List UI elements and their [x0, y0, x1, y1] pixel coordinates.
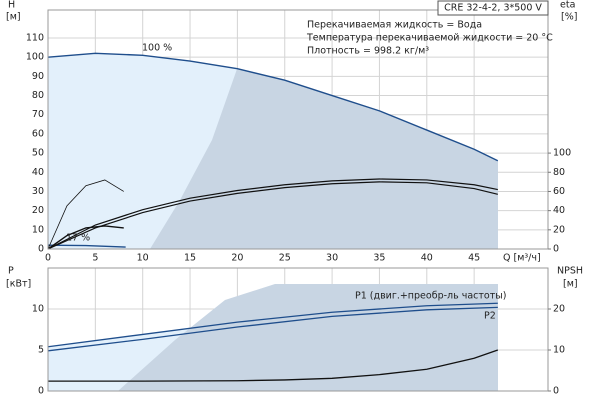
y-tick-label: 50 — [32, 148, 44, 159]
curve — [47, 179, 124, 250]
y2-tick-label: 40 — [553, 205, 565, 216]
y2-tick-label: 0 — [553, 244, 559, 255]
x-tick-label: 15 — [184, 253, 196, 264]
curve — [47, 181, 498, 250]
note: Температура перекачиваемой жидкости = 20… — [306, 33, 553, 44]
y-tick-label: 70 — [32, 109, 44, 120]
x-tick-label: 10 — [137, 253, 149, 264]
y-tick-label: 0 — [38, 386, 44, 397]
y-tick-label: 0 — [38, 244, 44, 255]
curve — [47, 52, 499, 162]
x-axis-label: Q [м³/ч] — [503, 253, 541, 264]
x-tick-label: 45 — [468, 253, 480, 264]
curve — [47, 178, 498, 250]
note: Перекачиваемая жидкость = Вода — [307, 20, 482, 31]
curve-label: 17 % — [66, 233, 90, 244]
curve — [47, 225, 124, 250]
x-tick-label: 30 — [326, 253, 338, 264]
curve — [47, 244, 126, 248]
y-tick-label: 5 — [38, 345, 44, 356]
curve-label: 100 % — [142, 43, 172, 54]
y-tick-label: 80 — [32, 90, 44, 101]
x-tick-label: 20 — [231, 253, 243, 264]
curve-label: P2 — [484, 311, 496, 322]
pump-label: CRE 32-4-2, 3*500 V — [444, 3, 542, 14]
x-tick-label: 40 — [421, 253, 433, 264]
x-tick-label: 25 — [279, 253, 291, 264]
y2-axis-label: NPSH — [557, 266, 583, 277]
y2-axis-unit: [м] — [563, 279, 578, 290]
curve — [47, 306, 498, 352]
y-axis-label: P — [8, 266, 14, 277]
y2-tick-label: 20 — [553, 304, 565, 315]
y2-tick-label: 10 — [553, 345, 565, 356]
plot-frame — [47, 9, 549, 250]
y-tick-label: 20 — [32, 205, 44, 216]
x-tick-label: 35 — [373, 253, 385, 264]
y2-tick-label: 100 — [553, 148, 571, 159]
curve — [47, 302, 498, 348]
y-tick-label: 110 — [26, 33, 44, 44]
x-tick-label: 5 — [92, 253, 98, 264]
y-axis-unit: [кВт] — [6, 279, 31, 290]
info-box — [437, 0, 549, 16]
y-axis-unit: [м] — [6, 12, 21, 23]
y2-tick-label: 0 — [553, 386, 559, 397]
y2-axis-label: eta — [560, 0, 575, 11]
curve-label: P1 (двиг.+преобр-ль частоты) — [355, 291, 506, 302]
curve — [48, 349, 499, 382]
y-tick-label: 30 — [32, 186, 44, 197]
y-axis-label: H — [8, 0, 15, 11]
y2-axis-unit: [%] — [561, 12, 577, 23]
y-tick-label: 100 — [26, 52, 44, 63]
y-tick-label: 10 — [32, 304, 44, 315]
y-tick-label: 40 — [32, 167, 44, 178]
plot-frame — [47, 267, 549, 392]
operating-range — [118, 284, 498, 391]
x-tick-label: 0 — [45, 253, 51, 264]
y-tick-label: 90 — [32, 71, 44, 82]
note: Плотность = 998.2 кг/м³ — [307, 46, 429, 57]
y2-tick-label: 60 — [553, 186, 565, 197]
y-tick-label: 60 — [32, 128, 44, 139]
operating-range — [150, 69, 498, 249]
y2-tick-label: 80 — [553, 167, 565, 178]
y-tick-label: 10 — [32, 224, 44, 235]
y2-tick-label: 20 — [553, 224, 565, 235]
